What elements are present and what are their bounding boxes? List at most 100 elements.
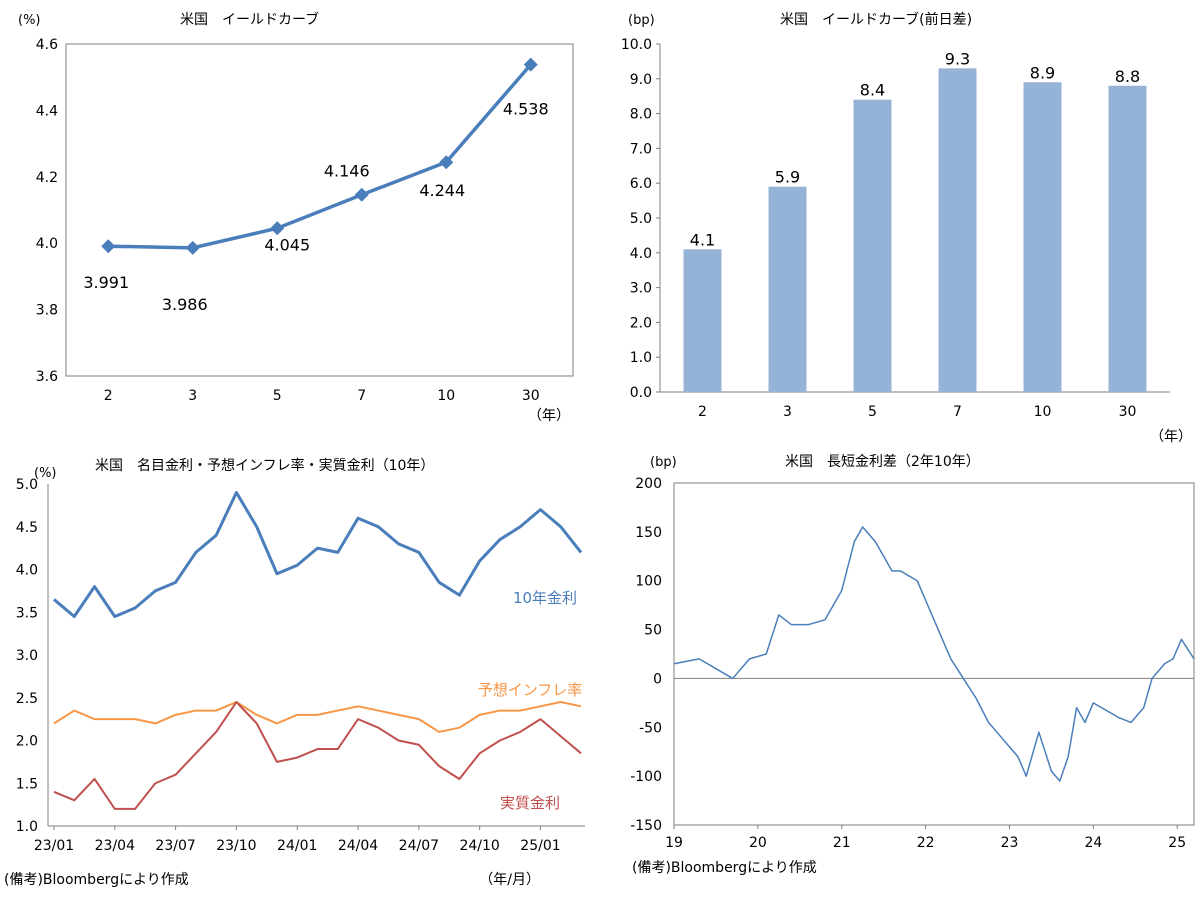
x-tick-label: 24/01: [277, 838, 317, 854]
y-tick-label: -50: [639, 720, 662, 736]
series-line: [53, 491, 583, 619]
data-point-marker: [270, 221, 285, 236]
x-tick-label: 21: [833, 835, 851, 851]
yield-change-marks: 4.1 2 5.9 3 8.4 5 9.3 7 8.9 10 8.8 30: [683, 49, 1147, 420]
data-label: 3.986: [162, 295, 208, 314]
y-tick-label: 7.0: [630, 141, 652, 157]
rates-title: 米国 名目金利・予想インフレ率・実質金利（10年）: [95, 457, 434, 474]
y-tick-label: 0.0: [630, 385, 652, 401]
spread-marks: [673, 526, 1195, 782]
x-tick-label: 22: [917, 835, 935, 851]
spread-panel: 米国 長短金利差（2年10年） (bp) (備考)Bloombergにより作成 …: [630, 454, 1195, 876]
x-tick-label: 10: [1034, 404, 1052, 420]
yield-curve-plot-frame: [65, 43, 574, 377]
bar: [938, 68, 977, 393]
yield-curve-y-ticks: 3.6 3.8 4.0 4.2 4.4 4.6: [36, 37, 58, 385]
y-tick-label: 5.0: [630, 211, 652, 227]
x-tick-label: 25/01: [520, 838, 560, 854]
yield-curve-x-ticks: 2 3 5 7 10 30: [104, 388, 540, 404]
data-label: 4.1: [690, 230, 715, 249]
data-label: 4.244: [419, 181, 465, 200]
yield-change-title: 米国 イールドカーブ(前日差): [780, 11, 972, 28]
data-label: 3.991: [83, 273, 129, 292]
y-tick-label: 4.6: [36, 37, 58, 53]
data-label: 8.9: [1030, 63, 1055, 82]
x-tick-label: 23/07: [155, 838, 195, 854]
y-tick-label: 3.6: [36, 369, 58, 385]
y-tick-label: 200: [635, 476, 662, 492]
data-label: 4.045: [264, 235, 310, 254]
bar: [853, 99, 892, 393]
x-tick-label: 3: [783, 404, 792, 420]
x-tick-label: 19: [665, 835, 683, 851]
y-tick-label: 4.2: [36, 170, 58, 186]
data-point-marker: [523, 57, 538, 72]
spread-source-note: (備考)Bloombergにより作成: [632, 860, 817, 876]
data-label: 4.538: [503, 100, 549, 119]
y-tick-label: 4.0: [630, 246, 652, 262]
series-label: 10年金利: [513, 589, 577, 607]
x-tick-label: 24/07: [399, 838, 439, 854]
rates-x-ticks: 23/01 23/04 23/07 23/10 24/01 24/04 24/07 24/10…: [34, 826, 561, 854]
bar: [683, 249, 722, 392]
yield-change-panel: 米国 イールドカーブ(前日差) (bp) （年） 0.0 1.0 2.0 3.0 4.0…: [621, 11, 1192, 445]
spread-unit: (bp): [650, 455, 677, 470]
yield-change-x-unit: （年）: [1150, 429, 1192, 445]
data-point-marker: [354, 187, 369, 202]
y-tick-label: -100: [630, 769, 662, 785]
yield-change-y-ticks: 0.0 1.0 2.0 3.0 4.0 5.0 6.0 7.0 8.0 9.0 10.0: [621, 37, 660, 401]
y-tick-label: 3.8: [36, 303, 58, 319]
y-tick-label: 2.0: [16, 734, 38, 750]
y-tick-label: 1.5: [16, 776, 38, 792]
data-point-marker: [185, 240, 200, 255]
y-tick-label: 2.5: [16, 691, 38, 707]
yield-curve-title: 米国 イールドカーブ: [180, 11, 319, 28]
spread-line: [673, 526, 1195, 782]
series-line: [53, 701, 582, 733]
x-tick-label: 23: [1001, 835, 1019, 851]
x-tick-label: 7: [953, 404, 962, 420]
data-point-marker: [101, 239, 116, 254]
y-tick-label: 1.0: [630, 350, 652, 366]
bar: [768, 186, 807, 392]
x-tick-label: 24/10: [459, 838, 499, 854]
y-tick-label: 2.0: [630, 315, 652, 331]
x-tick-label: 23/04: [95, 838, 135, 854]
series-label: 実質金利: [500, 794, 560, 812]
y-tick-label: 100: [635, 574, 662, 590]
bar: [1108, 85, 1147, 392]
y-tick-label: 4.4: [36, 103, 58, 119]
rates-y-ticks: 1.0 1.5 2.0 2.5 3.0 3.5 4.0 4.5 5.0: [16, 477, 38, 835]
data-point-marker: [439, 155, 454, 170]
data-label: 5.9: [775, 168, 800, 187]
rates-source-note: (備考)Bloombergにより作成: [4, 872, 189, 888]
y-tick-label: 1.0: [16, 819, 38, 835]
x-tick-label: 5: [868, 404, 877, 420]
y-tick-label: -150: [630, 818, 662, 834]
x-tick-label: 23/01: [34, 838, 74, 854]
x-tick-label: 25: [1168, 835, 1186, 851]
x-tick-label: 30: [1119, 404, 1137, 420]
y-tick-label: 3.0: [16, 648, 38, 664]
x-tick-label: 20: [749, 835, 767, 851]
x-tick-label: 2: [104, 388, 113, 404]
yield-curve-line: [108, 63, 533, 250]
series-label: 予想インフレ率: [478, 681, 583, 699]
y-tick-label: 5.0: [16, 477, 38, 493]
y-tick-label: 4.5: [16, 520, 38, 536]
x-tick-label: 24: [1084, 835, 1102, 851]
x-tick-label: 24/04: [338, 838, 378, 854]
data-label: 8.4: [860, 81, 885, 100]
x-tick-label: 7: [357, 388, 366, 404]
x-tick-label: 3: [188, 388, 197, 404]
rates-x-unit: （年/月）: [479, 872, 540, 888]
x-tick-label: 10: [437, 388, 455, 404]
spread-y-ticks: 200 150 100 50 0 -50 -100 -150: [630, 476, 662, 834]
y-tick-label: 4.0: [36, 236, 58, 252]
rates-unit: (%): [34, 466, 57, 481]
yield-curve-x-unit: （年）: [528, 408, 570, 424]
y-tick-label: 8.0: [630, 107, 652, 123]
